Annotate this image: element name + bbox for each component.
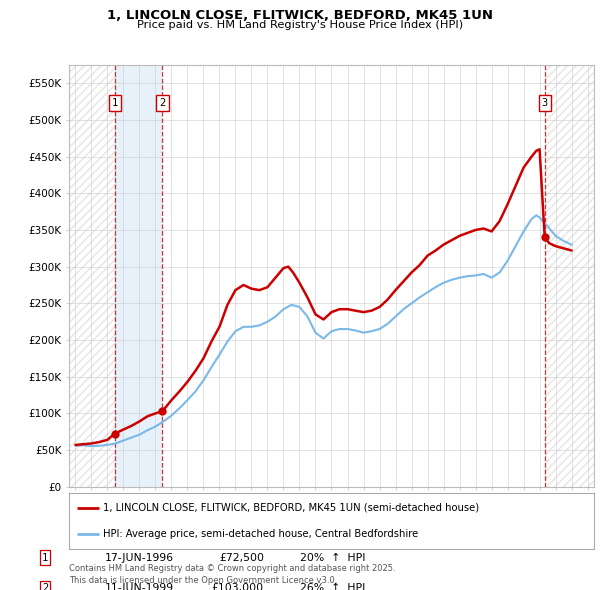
Text: 1, LINCOLN CLOSE, FLITWICK, BEDFORD, MK45 1UN: 1, LINCOLN CLOSE, FLITWICK, BEDFORD, MK4… (107, 9, 493, 22)
Text: 20%  ↑  HPI: 20% ↑ HPI (300, 553, 365, 562)
Text: Price paid vs. HM Land Registry's House Price Index (HPI): Price paid vs. HM Land Registry's House … (137, 20, 463, 30)
Text: 1, LINCOLN CLOSE, FLITWICK, BEDFORD, MK45 1UN (semi-detached house): 1, LINCOLN CLOSE, FLITWICK, BEDFORD, MK4… (103, 503, 479, 513)
Text: 2: 2 (42, 584, 48, 590)
Text: Contains HM Land Registry data © Crown copyright and database right 2025.
This d: Contains HM Land Registry data © Crown c… (69, 565, 395, 585)
Text: £103,000: £103,000 (212, 584, 264, 590)
Text: 11-JUN-1999: 11-JUN-1999 (105, 584, 174, 590)
Text: £72,500: £72,500 (219, 553, 264, 562)
Text: 3: 3 (542, 98, 548, 108)
Text: 1: 1 (112, 98, 118, 108)
Text: 17-JUN-1996: 17-JUN-1996 (105, 553, 174, 562)
Text: 26%  ↑  HPI: 26% ↑ HPI (300, 584, 365, 590)
Text: HPI: Average price, semi-detached house, Central Bedfordshire: HPI: Average price, semi-detached house,… (103, 529, 418, 539)
Text: 1: 1 (42, 553, 48, 562)
Bar (115, 65, 163, 487)
Bar (545, 65, 594, 487)
Bar (69, 65, 115, 487)
Bar (69, 65, 115, 487)
Text: 2: 2 (160, 98, 166, 108)
Bar (545, 65, 594, 487)
